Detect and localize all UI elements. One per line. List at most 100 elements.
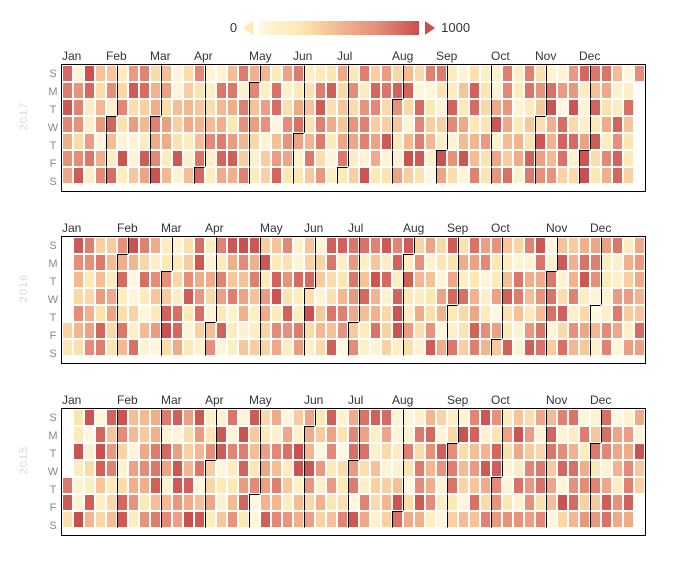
day-cell — [293, 237, 304, 254]
day-cell — [271, 254, 282, 271]
day-cell — [502, 477, 513, 494]
month-label: Oct — [491, 221, 546, 235]
day-cell — [579, 288, 590, 305]
day-cell — [612, 99, 623, 116]
day-cell — [381, 477, 392, 494]
day-cell — [84, 133, 95, 150]
day-cell — [95, 460, 106, 477]
day-cell — [370, 339, 381, 356]
day-cell — [161, 99, 172, 116]
day-cell — [634, 409, 645, 426]
day-cell — [304, 460, 315, 477]
month-label: Jul — [348, 393, 392, 407]
day-cell — [62, 65, 73, 82]
day-cell — [326, 460, 337, 477]
day-cell — [205, 167, 216, 184]
day-cell — [502, 150, 513, 167]
day-cell — [271, 271, 282, 288]
day-cell — [425, 133, 436, 150]
month-label: Mar — [150, 49, 194, 63]
day-cell — [73, 271, 84, 288]
day-cell — [348, 133, 359, 150]
day-cell — [557, 116, 568, 133]
dow-column: SMTWTFS — [46, 65, 60, 191]
day-cell — [161, 288, 172, 305]
day-cell — [183, 288, 194, 305]
day-cell — [282, 271, 293, 288]
day-cell — [260, 288, 271, 305]
day-cell — [227, 99, 238, 116]
day-cell — [568, 133, 579, 150]
day-cell — [205, 409, 216, 426]
day-cell — [370, 150, 381, 167]
day-cell — [546, 237, 557, 254]
day-cell — [304, 271, 315, 288]
day-cell — [62, 426, 73, 443]
dow-label: W — [46, 463, 60, 481]
day-cell — [172, 288, 183, 305]
day-cell — [260, 511, 271, 528]
day-cell — [590, 150, 601, 167]
day-cell — [238, 322, 249, 339]
day-cell — [634, 460, 645, 477]
day-cell — [326, 511, 337, 528]
day-cell — [183, 409, 194, 426]
day-cell — [348, 460, 359, 477]
day-cell — [524, 305, 535, 322]
day-cell — [304, 254, 315, 271]
day-cell — [601, 254, 612, 271]
day-cell — [568, 477, 579, 494]
day-cell — [381, 409, 392, 426]
day-cell — [304, 237, 315, 254]
day-cell — [590, 511, 601, 528]
month-label: Apr — [194, 49, 249, 63]
day-cell — [315, 426, 326, 443]
day-cell — [370, 133, 381, 150]
day-cell — [150, 167, 161, 184]
day-cell — [469, 443, 480, 460]
months-row: JanFebMarAprMayJunJulAugSepOctNovDec — [46, 393, 690, 407]
day-cell — [557, 99, 568, 116]
day-cell — [359, 409, 370, 426]
day-cell — [381, 150, 392, 167]
day-cell — [601, 426, 612, 443]
day-cell — [623, 271, 634, 288]
day-cell — [238, 426, 249, 443]
day-cell — [238, 443, 249, 460]
day-cell — [205, 305, 216, 322]
day-cell — [612, 409, 623, 426]
months-row: JanFebMarAprMayJunJulAugSepOctNovDec — [46, 49, 690, 63]
day-cell — [590, 99, 601, 116]
day-cell — [106, 409, 117, 426]
day-cell — [337, 322, 348, 339]
day-cell — [304, 99, 315, 116]
day-cell — [491, 271, 502, 288]
day-cell — [337, 82, 348, 99]
day-cell — [73, 477, 84, 494]
day-cell — [623, 288, 634, 305]
day-cell — [623, 494, 634, 511]
day-cell — [348, 477, 359, 494]
day-cell — [326, 288, 337, 305]
day-cell — [502, 288, 513, 305]
year-label: 2015 — [18, 446, 30, 474]
day-cell — [623, 443, 634, 460]
day-cell — [491, 237, 502, 254]
day-cell — [172, 237, 183, 254]
day-cell — [381, 237, 392, 254]
day-cell — [436, 305, 447, 322]
day-cell — [370, 254, 381, 271]
day-cell — [172, 82, 183, 99]
day-cell — [348, 511, 359, 528]
day-cell — [304, 116, 315, 133]
day-cell — [513, 339, 524, 356]
day-cell — [62, 511, 73, 528]
day-cell — [271, 133, 282, 150]
day-cell — [557, 305, 568, 322]
day-cell — [260, 305, 271, 322]
day-cell — [161, 167, 172, 184]
day-cell — [73, 116, 84, 133]
day-cell — [348, 99, 359, 116]
day-cell — [491, 443, 502, 460]
day-cell — [194, 167, 205, 184]
